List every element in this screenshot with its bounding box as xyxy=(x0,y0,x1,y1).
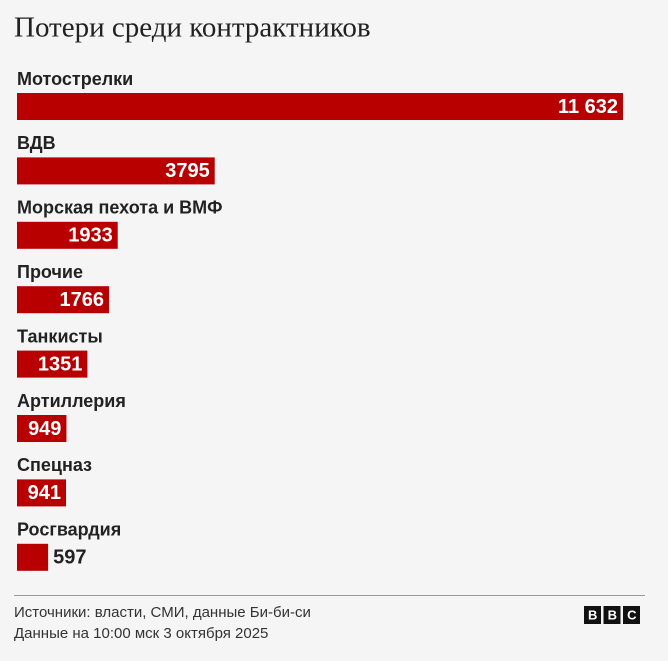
logo-box xyxy=(603,606,621,624)
bar xyxy=(17,479,67,507)
value-label: 1933 xyxy=(68,225,113,247)
category-label: Танкисты xyxy=(17,326,103,346)
category-label: Мотострелки xyxy=(17,69,133,89)
bar xyxy=(17,221,118,249)
logo-text: BBC xyxy=(588,607,647,622)
value-label: 597 xyxy=(53,547,86,569)
category-label: Росгвардия xyxy=(17,520,121,540)
value-label: 1351 xyxy=(38,353,83,375)
bar xyxy=(17,157,215,185)
bar xyxy=(17,350,88,378)
category-label: Прочие xyxy=(17,262,83,282)
category-label: Артиллерия xyxy=(17,391,126,411)
logo-box xyxy=(584,606,601,624)
note: Данные на 10:00 мск 3 октября 2025 xyxy=(14,625,268,642)
value-label: 1766 xyxy=(60,289,105,311)
bar xyxy=(17,93,623,120)
bar xyxy=(17,286,110,314)
source: Источники: власти, СМИ, данные Би-би-си xyxy=(14,604,311,621)
category-label: Морская пехота и ВМФ xyxy=(17,198,223,218)
value-label: 3795 xyxy=(165,160,210,182)
logo: BBC xyxy=(584,606,647,624)
chart-title: Потери среди контрактников xyxy=(14,12,371,44)
bar xyxy=(17,543,49,571)
value-label: 941 xyxy=(28,482,61,504)
logo-box xyxy=(623,606,640,624)
category-label: Спецназ xyxy=(17,455,92,475)
category-label: ВДВ xyxy=(17,133,56,153)
bar xyxy=(17,415,67,442)
value-label: 949 xyxy=(28,418,61,440)
value-label: 11 632 xyxy=(558,96,618,118)
